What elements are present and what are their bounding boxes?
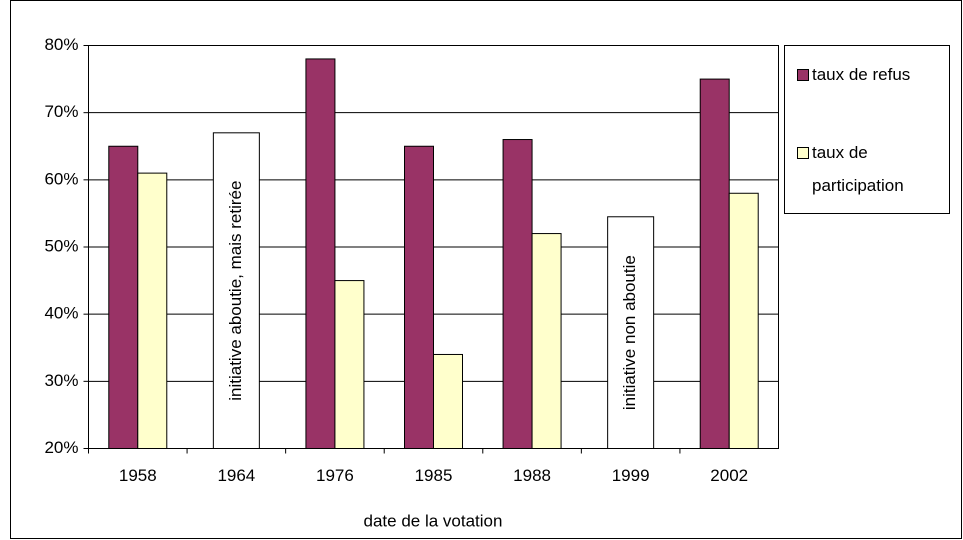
annotation-text: initiative aboutie, mais retirée <box>226 181 245 401</box>
y-tick-label: 60% <box>44 169 78 188</box>
x-tick-label: 1999 <box>612 466 650 485</box>
annotation-box <box>212 132 260 449</box>
legend-item: taux de participation <box>797 136 947 202</box>
x-tick-label: 1988 <box>513 466 551 485</box>
y-tick-label: 40% <box>44 304 78 323</box>
x-tick-label: 1976 <box>316 466 354 485</box>
legend-swatch <box>797 69 809 81</box>
annotation-text: initiative non aboutie <box>620 255 639 410</box>
bar <box>305 58 336 450</box>
legend: taux de refus taux de participation <box>784 45 950 214</box>
x-axis-label: date de la votation <box>364 511 503 530</box>
bar <box>502 139 533 450</box>
bar <box>433 353 463 450</box>
y-tick-label: 70% <box>44 102 78 121</box>
x-tick-label: 2002 <box>710 466 748 485</box>
y-tick-label: 20% <box>44 438 78 457</box>
legend-label: taux de refus <box>812 65 911 84</box>
y-tick-label: 30% <box>44 371 78 390</box>
bar <box>334 280 365 450</box>
x-tick-label: 1985 <box>415 466 453 485</box>
y-tick-label: 80% <box>44 35 78 54</box>
bar <box>728 192 759 449</box>
x-tick-label: 1964 <box>217 466 255 485</box>
legend-label: taux de participation <box>812 143 904 195</box>
bar <box>137 172 168 449</box>
bar <box>531 233 562 449</box>
legend-swatch <box>797 147 809 159</box>
bar <box>699 78 730 449</box>
bar <box>404 145 434 449</box>
y-tick-label: 50% <box>44 236 78 255</box>
x-tick-label: 1958 <box>119 466 157 485</box>
annotation-box <box>607 216 655 449</box>
bar <box>108 145 139 449</box>
legend-item: taux de refus <box>797 58 947 91</box>
